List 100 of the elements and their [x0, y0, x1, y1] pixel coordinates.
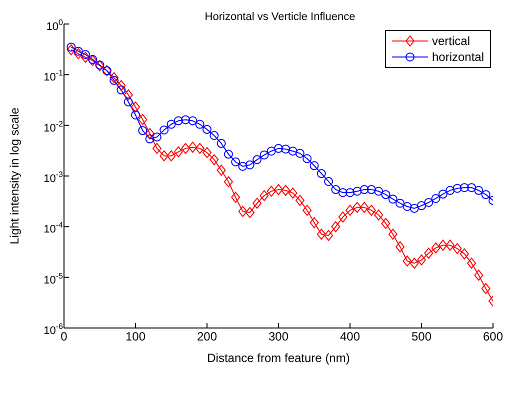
- point: [331, 185, 340, 194]
- x-tick-label: 400: [340, 330, 360, 344]
- point: [310, 217, 319, 228]
- point: [216, 164, 226, 176]
- point: [181, 115, 190, 124]
- legend-label: horizontal: [432, 50, 484, 64]
- point: [216, 138, 226, 148]
- point: [138, 126, 148, 136]
- x-tick-label: 200: [196, 330, 218, 344]
- point: [452, 184, 462, 193]
- point: [324, 230, 334, 241]
- point: [74, 48, 83, 60]
- point: [374, 209, 384, 220]
- point: [460, 183, 469, 192]
- point: [481, 190, 490, 200]
- y-tick-label: 10$^{-3}$: [44, 170, 64, 185]
- point: [460, 248, 469, 260]
- x-tick-label: 600: [482, 330, 504, 344]
- point: [431, 242, 440, 254]
- point: [288, 146, 298, 156]
- point: [366, 204, 376, 216]
- point: [160, 125, 169, 134]
- point: [74, 46, 83, 56]
- point: [195, 142, 204, 154]
- point: [231, 192, 240, 203]
- point: [396, 198, 405, 208]
- point: [210, 131, 219, 140]
- point: [110, 76, 119, 85]
- point: [338, 212, 348, 223]
- point: [467, 258, 476, 269]
- point: [366, 185, 376, 194]
- point: [474, 270, 484, 281]
- point: [224, 150, 233, 159]
- point: [252, 155, 262, 164]
- point: [331, 221, 340, 232]
- point: [402, 256, 412, 267]
- point: [152, 142, 162, 154]
- point: [224, 176, 233, 188]
- point: [438, 240, 448, 251]
- point: [124, 97, 133, 106]
- point: [374, 186, 384, 196]
- point: [474, 186, 484, 195]
- point: [281, 184, 290, 196]
- point: [266, 146, 276, 156]
- point: [152, 132, 162, 142]
- point: [245, 160, 254, 170]
- x-tick-label: 500: [411, 330, 432, 344]
- point: [80, 52, 90, 63]
- point: [417, 254, 426, 266]
- point: [410, 258, 419, 269]
- point: [131, 102, 140, 113]
- point: [360, 202, 369, 213]
- point: [396, 241, 405, 252]
- point: [352, 202, 362, 213]
- point: [188, 116, 198, 126]
- point: [110, 72, 119, 84]
- point: [231, 157, 240, 166]
- point: [324, 176, 334, 186]
- y-tick-label: 10$^{-4}$: [44, 220, 64, 236]
- point: [316, 228, 326, 240]
- point: [131, 110, 140, 120]
- point: [88, 54, 98, 64]
- point: [202, 124, 212, 134]
- chart-title: Horizontal vs Verticle Influence: [204, 11, 356, 23]
- point: [295, 148, 304, 158]
- point: [116, 85, 126, 94]
- point: [210, 154, 219, 166]
- point: [288, 188, 298, 199]
- point: [245, 207, 254, 218]
- point: [424, 198, 434, 207]
- point: [202, 147, 212, 158]
- y-tick-label: 10$^{-1}$: [44, 68, 64, 84]
- y-tick-label: 10$^{0}$: [46, 18, 64, 33]
- point: [346, 188, 354, 198]
- x-axis-title: Distance from feature (nm): [207, 351, 350, 365]
- point: [181, 142, 190, 154]
- point: [160, 150, 169, 162]
- point: [252, 198, 262, 209]
- point: [238, 206, 248, 217]
- point: [302, 204, 312, 216]
- point: [481, 283, 490, 294]
- point: [438, 190, 448, 199]
- point: [274, 144, 283, 153]
- point: [145, 134, 154, 144]
- point: [166, 120, 176, 129]
- point: [467, 183, 476, 192]
- point: [281, 144, 290, 154]
- point: [402, 202, 412, 212]
- point: [417, 201, 426, 210]
- point: [446, 240, 455, 251]
- point: [238, 162, 248, 171]
- point: [310, 161, 319, 170]
- point: [260, 150, 269, 160]
- point: [80, 50, 90, 60]
- point: [410, 204, 419, 213]
- point: [66, 44, 76, 56]
- point: [138, 114, 148, 126]
- point: [446, 186, 455, 195]
- point: [381, 218, 390, 229]
- point: [195, 120, 204, 129]
